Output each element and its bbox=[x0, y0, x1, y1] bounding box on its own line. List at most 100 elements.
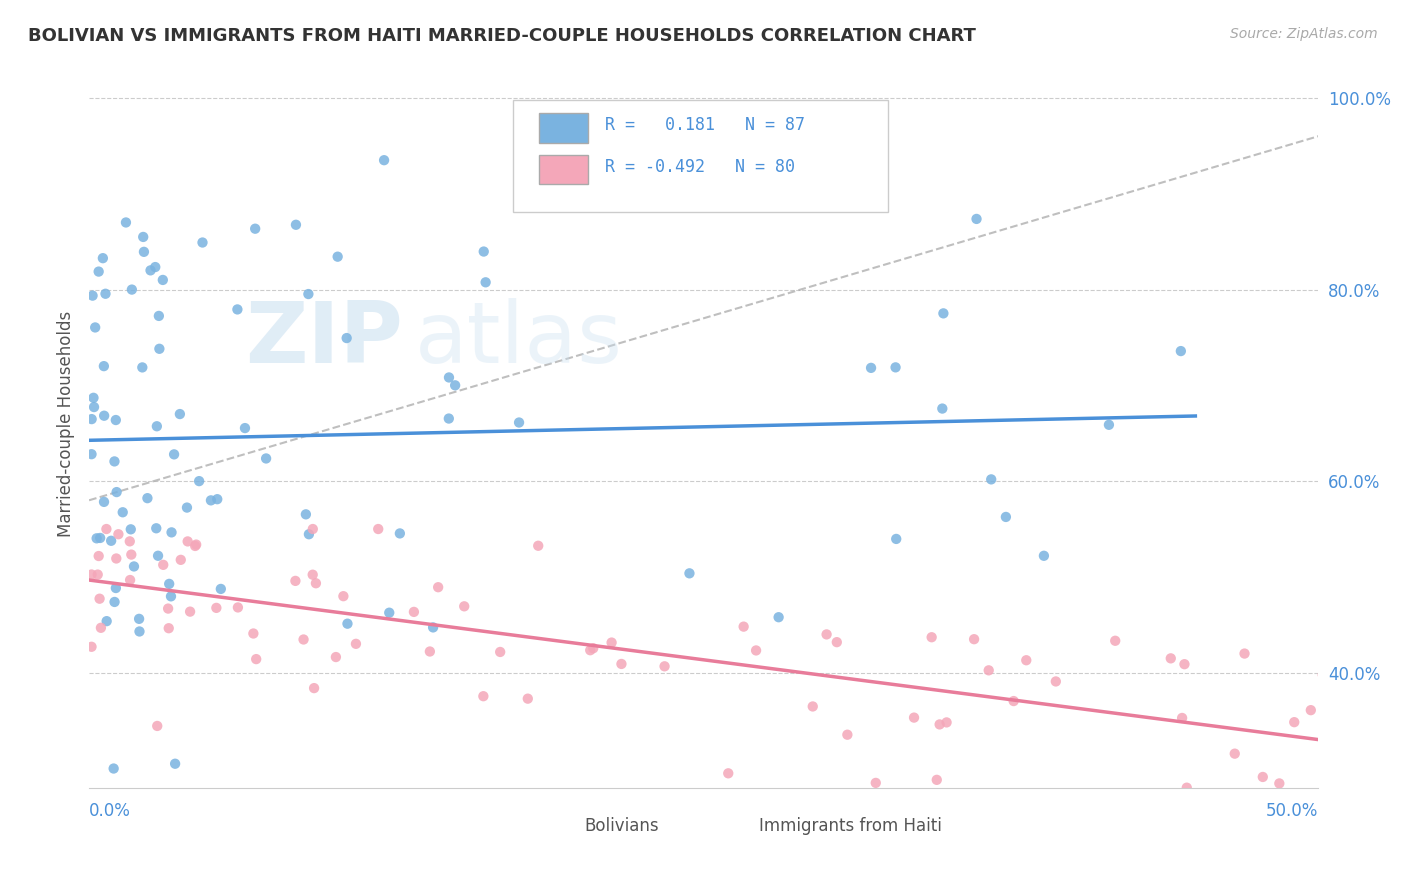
FancyBboxPatch shape bbox=[538, 113, 588, 143]
Point bbox=[139, 263, 162, 277]
Point bbox=[93, 359, 115, 373]
Point bbox=[301, 522, 323, 536]
Point bbox=[474, 275, 496, 289]
Point bbox=[284, 218, 307, 232]
Point bbox=[1268, 776, 1291, 790]
Point bbox=[1299, 703, 1322, 717]
Point bbox=[233, 421, 256, 435]
Point bbox=[298, 527, 321, 541]
Point bbox=[136, 491, 159, 505]
Point bbox=[297, 287, 319, 301]
Point bbox=[89, 531, 111, 545]
Point bbox=[928, 717, 950, 731]
Point bbox=[1284, 715, 1306, 730]
Point bbox=[733, 620, 755, 634]
Point bbox=[1032, 549, 1054, 563]
Text: atlas: atlas bbox=[415, 299, 623, 382]
Point bbox=[93, 495, 115, 509]
Point bbox=[128, 624, 150, 639]
Point bbox=[80, 412, 103, 426]
Point bbox=[176, 534, 198, 549]
Point bbox=[332, 589, 354, 603]
Point bbox=[935, 715, 957, 730]
Point bbox=[145, 521, 167, 535]
Point bbox=[994, 510, 1017, 524]
Point bbox=[157, 621, 180, 635]
Point bbox=[226, 600, 249, 615]
Point bbox=[226, 302, 249, 317]
Point bbox=[963, 632, 986, 647]
Point bbox=[118, 534, 141, 549]
Point bbox=[90, 621, 112, 635]
Point bbox=[1002, 694, 1025, 708]
Point bbox=[437, 411, 460, 425]
Point bbox=[93, 409, 115, 423]
Point bbox=[87, 549, 110, 563]
Point bbox=[768, 610, 790, 624]
Point bbox=[1015, 653, 1038, 667]
Point bbox=[325, 650, 347, 665]
FancyBboxPatch shape bbox=[513, 100, 889, 212]
Point bbox=[326, 250, 349, 264]
Point bbox=[165, 756, 187, 771]
Point bbox=[148, 342, 170, 356]
FancyBboxPatch shape bbox=[538, 155, 588, 184]
Point bbox=[980, 472, 1002, 486]
Point bbox=[132, 230, 155, 244]
Text: Immigrants from Haiti: Immigrants from Haiti bbox=[759, 816, 942, 835]
Point bbox=[600, 635, 623, 649]
Point bbox=[205, 600, 228, 615]
Text: BOLIVIAN VS IMMIGRANTS FROM HAITI MARRIED-COUPLE HOUSEHOLDS CORRELATION CHART: BOLIVIAN VS IMMIGRANTS FROM HAITI MARRIE… bbox=[28, 27, 976, 45]
Point bbox=[1315, 780, 1337, 795]
Point bbox=[610, 657, 633, 671]
Point bbox=[925, 772, 948, 787]
Point bbox=[96, 614, 118, 628]
Point bbox=[100, 533, 122, 548]
Point bbox=[472, 689, 495, 703]
Point bbox=[865, 776, 887, 790]
Point bbox=[152, 558, 174, 572]
Point bbox=[472, 244, 495, 259]
Point bbox=[84, 320, 107, 334]
Point bbox=[107, 527, 129, 541]
Point bbox=[884, 532, 907, 546]
Point bbox=[378, 606, 401, 620]
Point bbox=[115, 215, 138, 229]
FancyBboxPatch shape bbox=[723, 814, 752, 841]
Point bbox=[160, 525, 183, 540]
Point bbox=[437, 370, 460, 384]
Text: R =   0.181   N = 87: R = 0.181 N = 87 bbox=[606, 116, 806, 134]
Text: 50.0%: 50.0% bbox=[1265, 802, 1319, 820]
Point bbox=[179, 605, 201, 619]
Point bbox=[89, 591, 111, 606]
Point bbox=[146, 419, 169, 434]
Point bbox=[1173, 657, 1195, 672]
Point bbox=[422, 620, 444, 634]
Y-axis label: Married-couple Households: Married-couple Households bbox=[58, 310, 75, 537]
Point bbox=[295, 508, 318, 522]
Point bbox=[884, 360, 907, 375]
Point bbox=[579, 643, 602, 657]
Point bbox=[83, 400, 105, 414]
Point bbox=[402, 605, 425, 619]
Point bbox=[105, 551, 128, 566]
Point bbox=[120, 548, 142, 562]
Point bbox=[80, 567, 103, 582]
Point bbox=[163, 447, 186, 461]
Point bbox=[86, 567, 108, 582]
Point bbox=[336, 331, 359, 345]
Point bbox=[242, 626, 264, 640]
Point bbox=[157, 577, 180, 591]
Point bbox=[104, 413, 127, 427]
Point bbox=[305, 576, 328, 591]
Point bbox=[419, 644, 441, 658]
Point bbox=[508, 416, 530, 430]
Point bbox=[87, 264, 110, 278]
Point bbox=[146, 549, 169, 563]
Text: Source: ZipAtlas.com: Source: ZipAtlas.com bbox=[1230, 27, 1378, 41]
Point bbox=[1175, 780, 1198, 795]
Point bbox=[344, 637, 367, 651]
Point bbox=[427, 580, 450, 594]
Point bbox=[120, 522, 142, 536]
Point bbox=[815, 627, 838, 641]
